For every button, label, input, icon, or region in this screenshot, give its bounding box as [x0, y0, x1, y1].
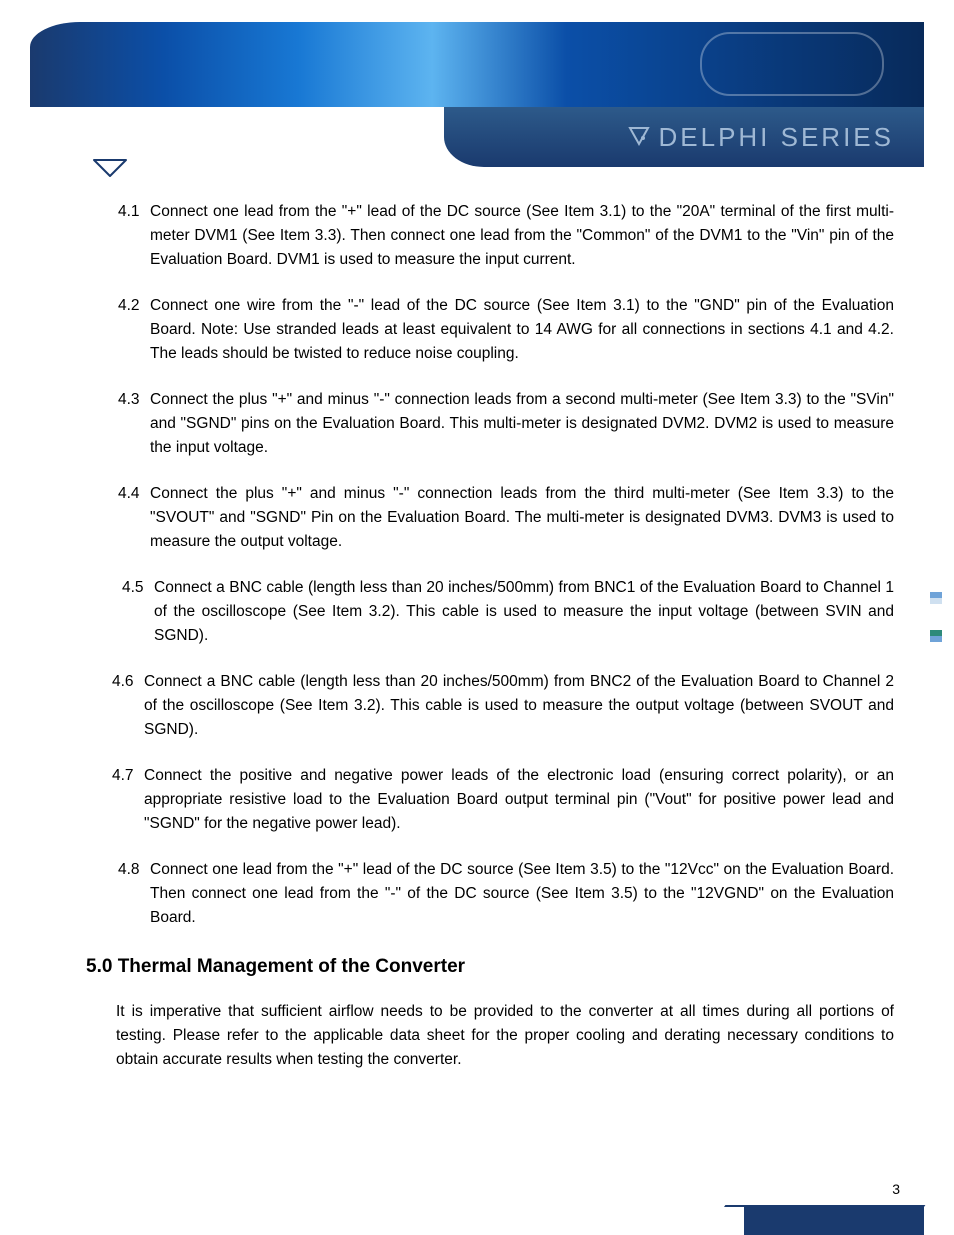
- section-body: It is imperative that sufficient airflow…: [116, 1000, 894, 1072]
- list-item: 4.5 Connect a BNC cable (length less tha…: [112, 576, 894, 648]
- list-item: 4.2 Connect one wire from the "-" lead o…: [112, 294, 894, 366]
- triangle-down-icon: [628, 122, 650, 153]
- item-text: Connect one wire from the "-" lead of th…: [146, 294, 894, 366]
- item-text: Connect the plus "+" and minus "-" conne…: [146, 388, 894, 460]
- series-text: DELPHI SERIES: [658, 122, 894, 153]
- item-text: Connect the plus "+" and minus "-" conne…: [146, 482, 894, 554]
- footer: 3: [704, 1165, 924, 1235]
- header-banner: DELPHI SERIES: [0, 0, 954, 180]
- annotation-mark-icon: [930, 592, 942, 604]
- page-number: 3: [892, 1181, 900, 1197]
- list-item: 4.3 Connect the plus "+" and minus "-" c…: [112, 388, 894, 460]
- item-text: Connect the positive and negative power …: [140, 764, 894, 836]
- item-number: 4.8: [118, 858, 146, 930]
- list-item: 4.1 Connect one lead from the "+" lead o…: [112, 200, 894, 272]
- item-number: 4.5: [122, 576, 150, 648]
- envelope-down-icon: [92, 158, 128, 186]
- item-text: Connect one lead from the "+" lead of th…: [146, 858, 894, 930]
- item-text: Connect a BNC cable (length less than 20…: [150, 576, 894, 648]
- series-banner: DELPHI SERIES: [444, 107, 924, 167]
- item-number: 4.2: [118, 294, 146, 366]
- item-number: 4.7: [112, 764, 140, 836]
- document-content: 4.1 Connect one lead from the "+" lead o…: [112, 200, 894, 1072]
- banner-graphic: [30, 22, 924, 107]
- footer-bar: [744, 1207, 924, 1235]
- item-number: 4.1: [118, 200, 146, 272]
- section-heading: 5.0 Thermal Management of the Converter: [86, 952, 894, 981]
- item-number: 4.4: [118, 482, 146, 554]
- item-text: Connect a BNC cable (length less than 20…: [140, 670, 894, 742]
- list-item: 4.6 Connect a BNC cable (length less tha…: [112, 670, 894, 742]
- item-number: 4.6: [112, 670, 140, 742]
- annotation-mark-icon: [930, 630, 942, 642]
- side-annotation-marks: [930, 592, 942, 642]
- list-item: 4.7 Connect the positive and negative po…: [112, 764, 894, 836]
- item-text: Connect one lead from the "+" lead of th…: [146, 200, 894, 272]
- list-item: 4.4 Connect the plus "+" and minus "-" c…: [112, 482, 894, 554]
- item-number: 4.3: [118, 388, 146, 460]
- series-label: DELPHI SERIES: [628, 122, 894, 153]
- list-item: 4.8 Connect one lead from the "+" lead o…: [112, 858, 894, 930]
